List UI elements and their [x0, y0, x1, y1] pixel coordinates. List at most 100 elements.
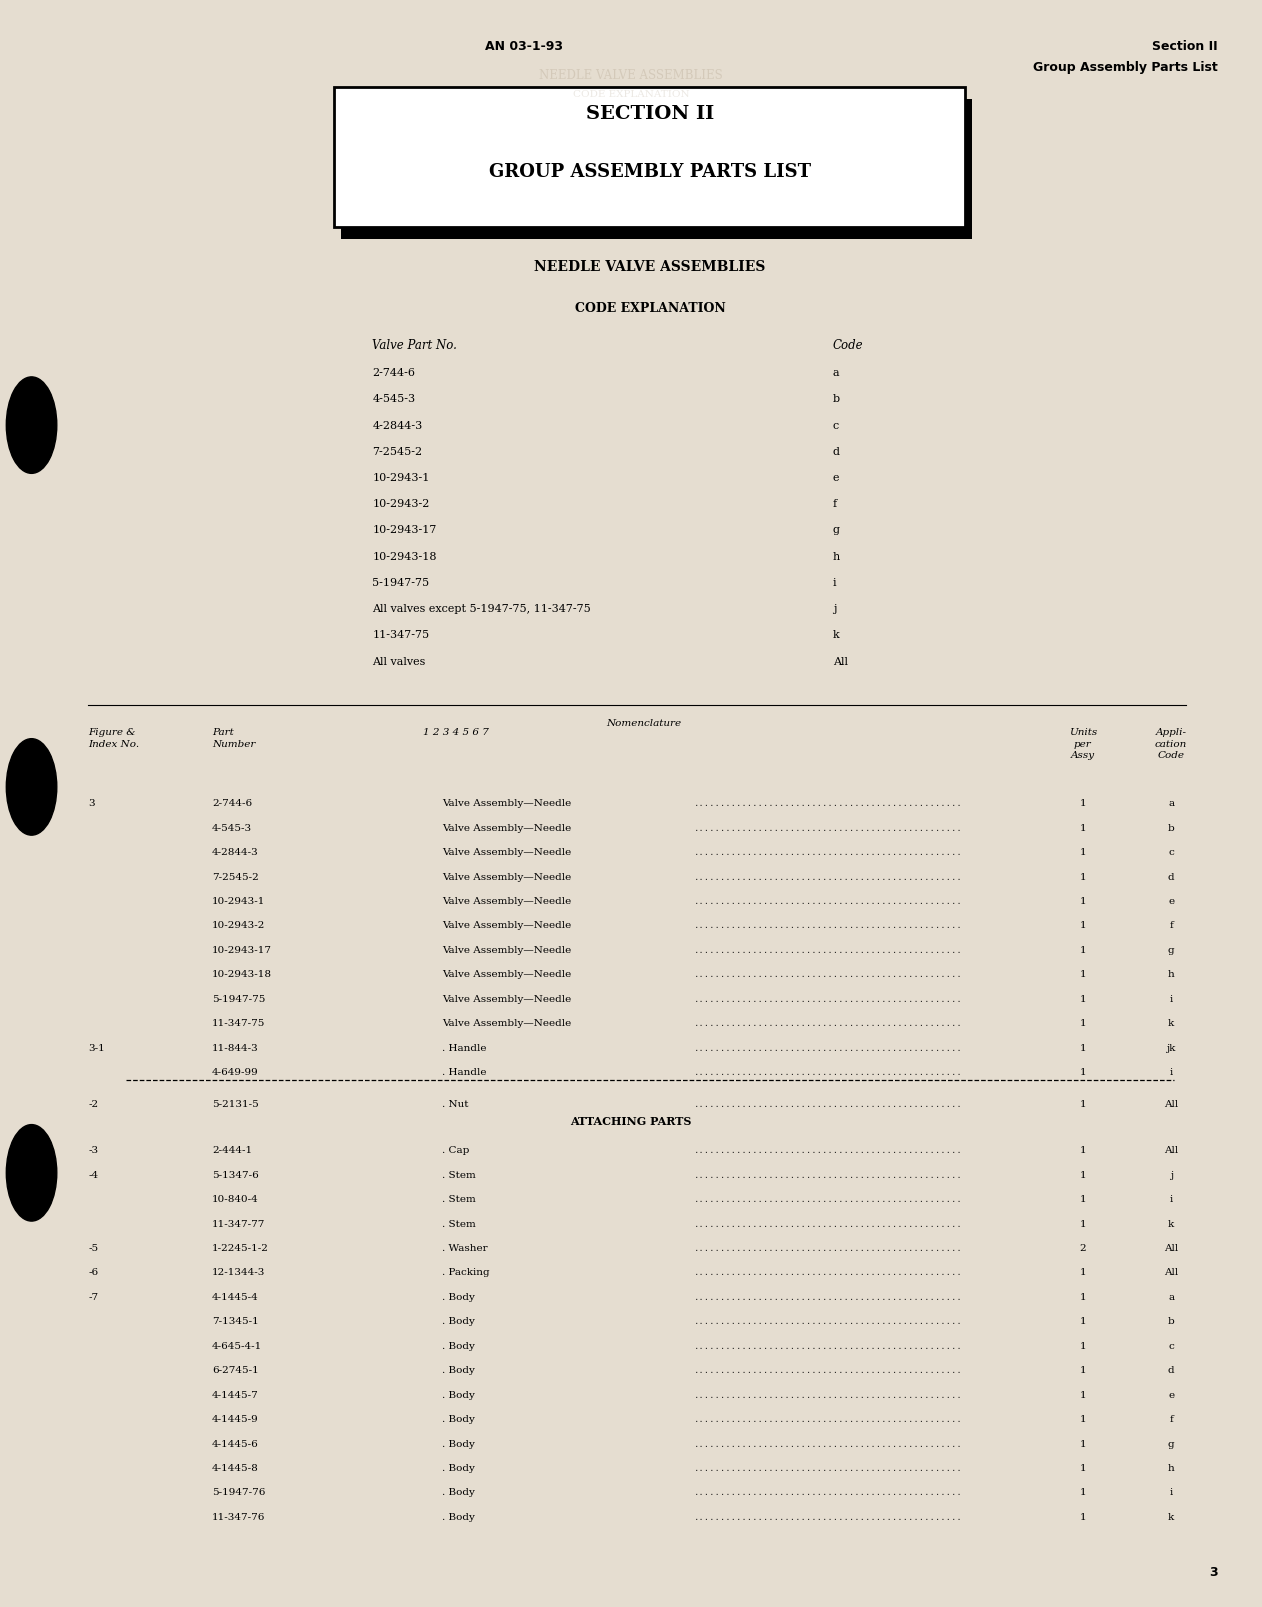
Text: i: i [1170, 1488, 1172, 1496]
Text: 1 2 3 4 5 6 7: 1 2 3 4 5 6 7 [423, 728, 488, 738]
Text: ..................................................: ........................................… [694, 1512, 963, 1520]
Text: 10-840-4: 10-840-4 [212, 1194, 259, 1204]
Text: SECTION II: SECTION II [586, 104, 714, 124]
Text: k: k [1169, 1512, 1174, 1520]
Text: 1: 1 [1079, 1390, 1087, 1398]
Text: -6: -6 [88, 1268, 98, 1276]
Text: 10-2943-18: 10-2943-18 [372, 551, 437, 561]
Text: Valve Assembly—Needle: Valve Assembly—Needle [442, 799, 570, 808]
Text: c: c [1169, 1340, 1174, 1350]
Text: Valve Assembly—Needle: Valve Assembly—Needle [442, 969, 570, 979]
Text: 6-2745-1: 6-2745-1 [212, 1366, 259, 1374]
Text: 4-1445-8: 4-1445-8 [212, 1462, 259, 1472]
Text: 1: 1 [1079, 1512, 1087, 1520]
Text: ..................................................: ........................................… [694, 1268, 963, 1276]
Text: a: a [833, 368, 839, 378]
Text: e: e [1169, 897, 1174, 905]
Text: 5-1347-6: 5-1347-6 [212, 1170, 259, 1180]
Text: 1: 1 [1079, 1146, 1087, 1154]
Text: 2: 2 [1079, 1244, 1087, 1252]
Ellipse shape [6, 1125, 57, 1221]
Text: f: f [1170, 1414, 1172, 1424]
Text: ..................................................: ........................................… [694, 1146, 963, 1154]
Text: 4-545-3: 4-545-3 [372, 394, 415, 405]
Text: 1: 1 [1079, 897, 1087, 905]
Text: . Stem: . Stem [442, 1194, 476, 1204]
Text: ..................................................: ........................................… [694, 897, 963, 905]
Text: ..................................................: ........................................… [694, 799, 963, 808]
Text: i: i [1170, 1067, 1172, 1077]
Text: c: c [1169, 847, 1174, 857]
Text: 1: 1 [1079, 1099, 1087, 1109]
Text: Appli-
cation
Code: Appli- cation Code [1155, 728, 1188, 759]
Text: 1: 1 [1079, 1268, 1087, 1276]
Text: 1: 1 [1079, 1414, 1087, 1424]
Text: . Body: . Body [442, 1316, 475, 1326]
Text: 5-1947-75: 5-1947-75 [212, 995, 265, 1003]
Text: -5: -5 [88, 1244, 98, 1252]
Text: ..................................................: ........................................… [694, 873, 963, 881]
FancyBboxPatch shape [341, 100, 972, 239]
Text: f: f [1170, 921, 1172, 930]
Text: j: j [833, 604, 837, 614]
Text: 10-2943-17: 10-2943-17 [372, 525, 437, 535]
Text: 1: 1 [1079, 1194, 1087, 1204]
Text: ..................................................: ........................................… [694, 1043, 963, 1053]
Text: ..................................................: ........................................… [694, 1218, 963, 1228]
Text: 3: 3 [88, 799, 95, 808]
Text: 10-2943-1: 10-2943-1 [372, 472, 429, 482]
Text: ..................................................: ........................................… [694, 1244, 963, 1252]
Text: All: All [1164, 1268, 1179, 1276]
Text: 11-347-77: 11-347-77 [212, 1218, 265, 1228]
Text: All: All [1164, 1244, 1179, 1252]
Text: h: h [1167, 969, 1175, 979]
Text: . Stem: . Stem [442, 1170, 476, 1180]
Text: g: g [1167, 945, 1175, 955]
Text: Group Assembly Parts List: Group Assembly Parts List [1034, 61, 1218, 74]
Text: . Body: . Body [442, 1390, 475, 1398]
Text: k: k [1169, 1019, 1174, 1027]
Text: ..................................................: ........................................… [694, 1414, 963, 1424]
Text: i: i [833, 577, 837, 588]
Text: . Stem: . Stem [442, 1218, 476, 1228]
Text: . Nut: . Nut [442, 1099, 468, 1109]
Text: 11-347-76: 11-347-76 [212, 1512, 265, 1520]
Text: h: h [1167, 1462, 1175, 1472]
Text: ..................................................: ........................................… [694, 1390, 963, 1398]
Text: 10-2943-2: 10-2943-2 [212, 921, 265, 930]
Text: 1: 1 [1079, 1019, 1087, 1027]
Text: ..................................................: ........................................… [694, 823, 963, 832]
Text: ..................................................: ........................................… [694, 1194, 963, 1204]
Text: 4-645-4-1: 4-645-4-1 [212, 1340, 262, 1350]
Text: -2: -2 [88, 1099, 98, 1109]
Text: c: c [833, 421, 839, 431]
Text: ..................................................: ........................................… [694, 921, 963, 930]
Text: CODE EXPLANATION: CODE EXPLANATION [573, 90, 689, 100]
Text: 4-1445-7: 4-1445-7 [212, 1390, 259, 1398]
Text: 1: 1 [1079, 969, 1087, 979]
Text: 1: 1 [1079, 1043, 1087, 1053]
Ellipse shape [6, 378, 57, 474]
Text: 1: 1 [1079, 1067, 1087, 1077]
Text: ..................................................: ........................................… [694, 945, 963, 955]
Text: Valve Assembly—Needle: Valve Assembly—Needle [442, 897, 570, 905]
Text: 4-2844-3: 4-2844-3 [372, 421, 423, 431]
Text: ..................................................: ........................................… [694, 1488, 963, 1496]
Text: -7: -7 [88, 1292, 98, 1302]
Text: Valve Assembly—Needle: Valve Assembly—Needle [442, 995, 570, 1003]
Text: 3: 3 [1209, 1565, 1218, 1578]
Text: Figure &
Index No.: Figure & Index No. [88, 728, 140, 749]
Text: 1: 1 [1079, 873, 1087, 881]
Text: ..................................................: ........................................… [694, 969, 963, 979]
Text: 2-744-6: 2-744-6 [372, 368, 415, 378]
Text: 1: 1 [1079, 995, 1087, 1003]
Text: ..................................................: ........................................… [694, 1292, 963, 1302]
Text: Valve Assembly—Needle: Valve Assembly—Needle [442, 847, 570, 857]
Text: . Body: . Body [442, 1512, 475, 1520]
Text: ATTACHING PARTS: ATTACHING PARTS [570, 1115, 692, 1127]
Text: 12-1344-3: 12-1344-3 [212, 1268, 265, 1276]
Text: e: e [1169, 1390, 1174, 1398]
Text: 1: 1 [1079, 823, 1087, 832]
Text: 4-545-3: 4-545-3 [212, 823, 252, 832]
Text: 11-347-75: 11-347-75 [212, 1019, 265, 1027]
